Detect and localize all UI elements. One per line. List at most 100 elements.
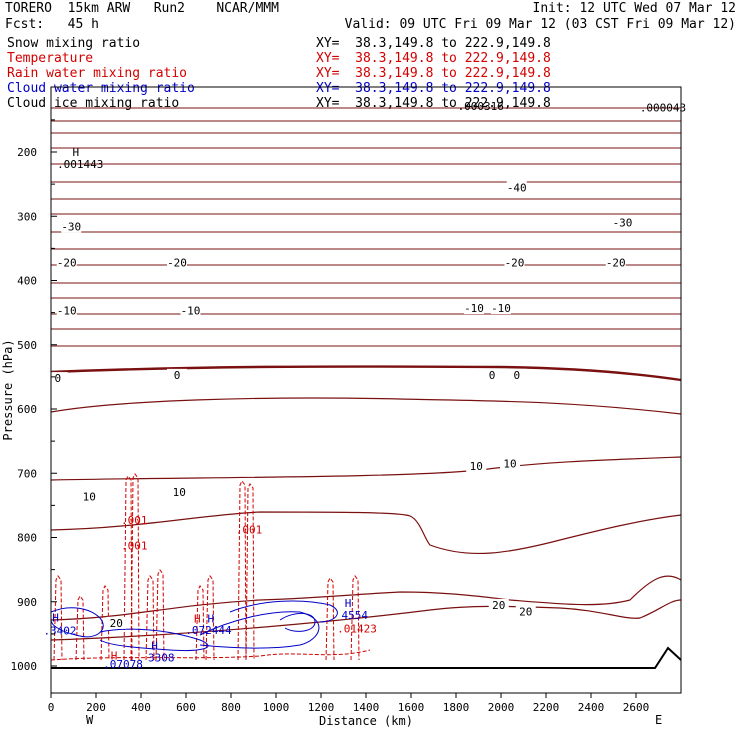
x-tick-label: 1600 — [398, 701, 425, 714]
rain-contour — [205, 575, 215, 661]
contour-label-bg — [515, 605, 536, 618]
temperature-contour-label: 10 — [470, 460, 483, 473]
contour-label-bg — [482, 368, 502, 381]
contour-label-bg — [506, 368, 527, 381]
rain-contour — [50, 649, 371, 661]
temperature-contours — [50, 107, 682, 669]
temperature-contour-label: -30 — [613, 217, 633, 230]
extremum-label: H — [72, 146, 79, 159]
x-tick-label: 1000 — [263, 701, 290, 714]
cloud-water-contour — [229, 600, 338, 623]
contour-label-bg — [56, 256, 77, 269]
contour-label-bg — [167, 256, 187, 269]
extremum-label: .000316 — [458, 100, 504, 113]
y-tick-label: 200 — [17, 146, 37, 159]
temperature-contour-label: 10 — [83, 490, 96, 503]
y-tick-label: 600 — [17, 403, 37, 416]
y-tick-label: 400 — [17, 275, 37, 288]
temperature-contour-label: 20 — [110, 617, 123, 630]
contour-label-bg — [612, 216, 633, 229]
init-time: Init: 12 UTC Wed 07 Mar 12 — [532, 1, 737, 16]
temperature-contour-label: 0 — [489, 369, 496, 382]
axis-ticks: 0 200 400 600 800 1000 1200 1400 1600 1800 2000 220… — [11, 119, 650, 714]
y-tick-label: 300 — [17, 210, 37, 223]
temperature-contour — [50, 397, 682, 415]
x-tick-label: 1800 — [443, 701, 470, 714]
rain-contour — [195, 585, 205, 661]
temperature-contour-label: 10 — [173, 486, 186, 499]
x-tick-label: 2000 — [488, 701, 515, 714]
contour-label-bg — [466, 460, 487, 473]
temperature-contour-label: -20 — [606, 256, 626, 269]
extremum-label: .01423 — [337, 623, 377, 636]
x-tick-label: 2600 — [623, 701, 650, 714]
rain-contour — [130, 473, 140, 661]
extremum-label: H — [52, 612, 59, 625]
rain-contour — [237, 480, 247, 661]
rain-contour — [53, 575, 63, 661]
temperature-contour-label: -20 — [57, 256, 77, 269]
temperature-contour-label: 10 — [503, 458, 516, 471]
cloud-water-contours — [50, 600, 338, 651]
temperature-contour — [50, 511, 682, 555]
temperature-contour-label: 20 — [519, 605, 532, 618]
x-end-east: E — [655, 713, 662, 727]
x-end-west: W — [86, 713, 94, 727]
field-label-cloud-water: Cloud water mixing ratio — [7, 81, 195, 96]
extremum-label: .3402 — [43, 625, 76, 638]
field-xy-rain: XY= 38.3,149.8 to 222.9,149.8 — [316, 66, 551, 81]
extremum-label: .001 — [121, 514, 148, 527]
temperature-contour-label: 0 — [174, 369, 181, 382]
temperature-contour-label: -30 — [61, 220, 81, 233]
field-xy-temperature: XY= 38.3,149.8 to 222.9,149.8 — [316, 51, 551, 66]
field-xy-snow: XY= 38.3,149.8 to 222.9,149.8 — [316, 36, 551, 51]
field-label-temperature: Temperature — [7, 51, 94, 66]
temperature-contour-label: -10 — [491, 302, 511, 315]
plot-frame — [50, 86, 682, 694]
contour-label-bg — [491, 302, 511, 315]
terrain-surface — [51, 646, 682, 669]
contour-label-bg — [106, 616, 127, 629]
field-label-cloud-ice: Cloud ice mixing ratio — [7, 96, 180, 111]
y-tick-label: 800 — [17, 532, 37, 545]
forecast-hour: Fcst: 45 h — [5, 17, 99, 32]
temperature-contour-label: -10 — [464, 302, 484, 315]
valid-time: Valid: 09 UTC Fri 09 Mar 12 (03 CST Fri … — [344, 17, 736, 32]
temperature-contour — [50, 456, 682, 481]
x-tick-label: 800 — [221, 701, 241, 714]
contour-label-bg — [464, 302, 484, 315]
contour-label-bg — [61, 220, 82, 233]
x-tick-label: 400 — [131, 701, 151, 714]
contour-label-bg — [488, 598, 509, 611]
cloud-water-contour — [279, 613, 316, 632]
extremum-label: 4554 — [342, 609, 369, 622]
x-tick-label: 2400 — [578, 701, 605, 714]
temperature-contour-label: -20 — [505, 256, 525, 269]
rain-contour — [145, 575, 155, 661]
x-tick-label: 0 — [48, 701, 55, 714]
rain-contour — [245, 483, 255, 661]
temperature-contour-label: -40 — [507, 181, 527, 194]
rain-contours — [50, 473, 371, 661]
field-label-rain: Rain water mixing ratio — [7, 66, 188, 81]
contour-label-bg — [47, 372, 68, 385]
cloud-water-contour — [199, 611, 320, 649]
contour-label-bg — [504, 256, 525, 269]
temperature-contour-label: -10 — [181, 305, 201, 318]
cloud-water-contour — [99, 628, 209, 651]
rain-contour — [350, 575, 360, 661]
temperature-contour-label: -10 — [57, 305, 77, 318]
x-tick-label: 1400 — [353, 701, 380, 714]
contour-label-bg — [180, 304, 201, 317]
extremum-label: .07078 — [103, 658, 143, 671]
contour-label-bg — [500, 457, 520, 470]
extremum-label: H — [111, 650, 118, 663]
contour-label-bg — [605, 256, 626, 269]
temperature-contour-label: 0 — [54, 372, 61, 385]
x-tick-label: 2200 — [533, 701, 560, 714]
contour-label-bg — [79, 490, 100, 503]
extremum-label: .072444 — [185, 624, 232, 637]
extremum-label: H — [194, 612, 201, 625]
rain-contour — [100, 585, 110, 661]
field-label-snow: Snow mixing ratio — [7, 36, 141, 51]
